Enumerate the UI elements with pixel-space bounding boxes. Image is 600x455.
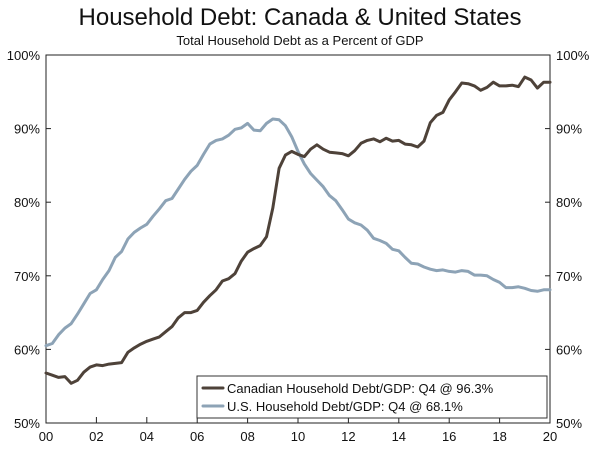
y-tick-label-left: 50% xyxy=(14,416,40,431)
y-tick-label-left: 80% xyxy=(14,195,40,210)
chart-subtitle: Total Household Debt as a Percent of GDP xyxy=(176,33,424,48)
chart-title: Household Debt: Canada & United States xyxy=(78,4,522,31)
plot-frame xyxy=(45,54,551,424)
y-tick-label-right: 100% xyxy=(556,48,590,63)
x-tick-label: 20 xyxy=(543,429,557,444)
y-tick-label-right: 70% xyxy=(556,269,582,284)
x-tick-label: 00 xyxy=(39,429,53,444)
y-tick-label-right: 80% xyxy=(556,195,582,210)
legend-label-us: U.S. Household Debt/GDP: Q4 @ 68.1% xyxy=(227,399,463,414)
x-tick-label: 04 xyxy=(140,429,154,444)
y-tick-label-left: 60% xyxy=(14,342,40,357)
y-tick-label-left: 90% xyxy=(14,122,40,137)
y-tick-label-right: 60% xyxy=(556,342,582,357)
legend-box xyxy=(196,375,548,419)
x-tick-label: 14 xyxy=(392,429,406,444)
x-tick-label: 18 xyxy=(492,429,506,444)
y-tick-label-right: 50% xyxy=(556,416,582,431)
x-tick-label: 12 xyxy=(341,429,355,444)
y-tick-label-right: 90% xyxy=(556,122,582,137)
series-line-us xyxy=(44,117,552,348)
x-tick-label: 08 xyxy=(240,429,254,444)
x-tick-label: 06 xyxy=(190,429,204,444)
y-tick-label-left: 100% xyxy=(7,48,41,63)
legend-label-canada: Canadian Household Debt/GDP: Q4 @ 96.3% xyxy=(227,381,494,396)
series-line-canada xyxy=(44,75,552,385)
x-tick-label: 16 xyxy=(442,429,456,444)
x-tick-label: 02 xyxy=(89,429,103,444)
x-tick-label: 10 xyxy=(291,429,305,444)
y-tick-label-left: 70% xyxy=(14,269,40,284)
